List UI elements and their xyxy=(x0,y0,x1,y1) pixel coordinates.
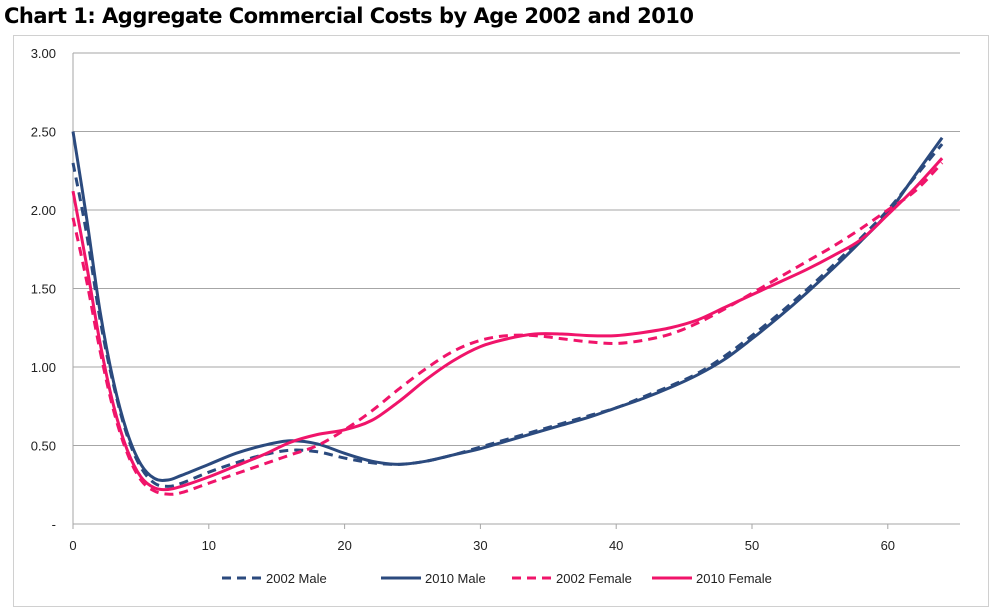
x-tick-label: 60 xyxy=(881,538,895,553)
series-line-2002-female xyxy=(71,161,944,496)
x-tick-label: 40 xyxy=(609,538,623,553)
y-tick-label: 1.50 xyxy=(31,282,56,297)
x-tick-label: 30 xyxy=(473,538,487,553)
y-tick-label: 0.50 xyxy=(31,439,56,454)
y-tick-label: 2.00 xyxy=(31,203,56,218)
series-line-2010-male xyxy=(71,131,944,482)
y-tick-label: 3.00 xyxy=(31,46,56,61)
legend-label: 2002 Male xyxy=(266,571,327,586)
chart-title: Chart 1: Aggregate Commercial Costs by A… xyxy=(4,4,694,28)
y-tick-label: - xyxy=(52,517,56,532)
chart-frame xyxy=(13,35,989,607)
x-tick-label: 10 xyxy=(202,538,216,553)
legend-label: 2010 Female xyxy=(696,571,772,586)
legend-label: 2002 Female xyxy=(556,571,632,586)
x-tick-label: 20 xyxy=(337,538,351,553)
y-tick-label: 1.00 xyxy=(31,360,56,375)
series-line-2002-male xyxy=(71,143,944,488)
x-tick-label: 50 xyxy=(745,538,759,553)
series-line-2010-female xyxy=(71,157,944,492)
legend-label: 2010 Male xyxy=(425,571,486,586)
y-tick-label: 2.50 xyxy=(31,125,56,140)
x-tick-label: 0 xyxy=(69,538,76,553)
